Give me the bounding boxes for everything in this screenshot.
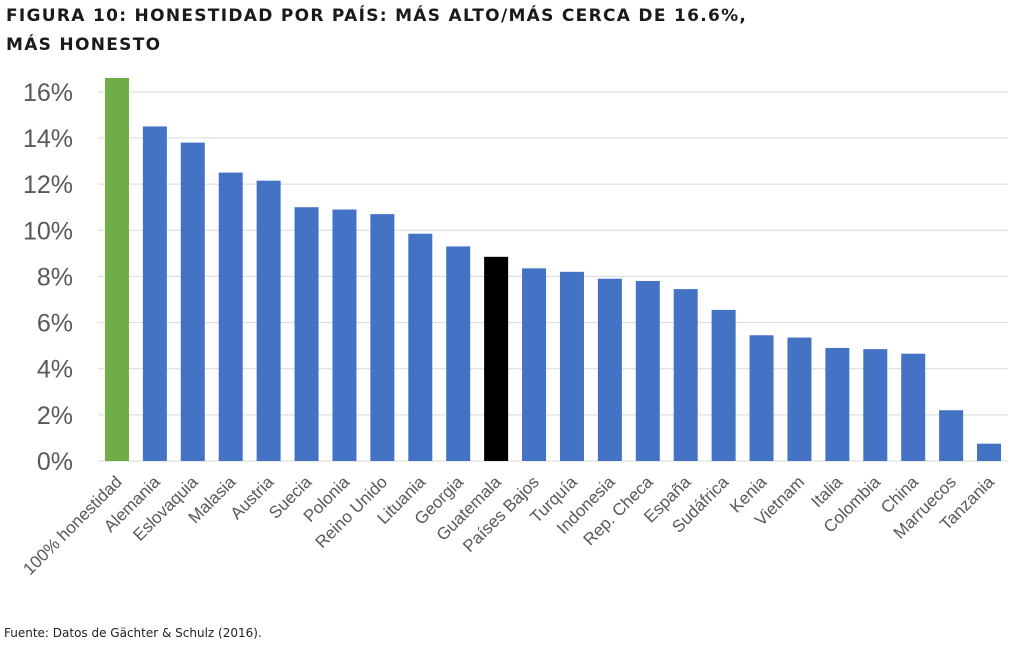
bar <box>142 126 167 461</box>
bar <box>825 347 850 461</box>
bar <box>901 353 926 461</box>
bar <box>977 443 1002 461</box>
bar <box>673 289 698 461</box>
chart-title: FIGURA 10: HONESTIDAD POR PAÍS: MÁS ALTO… <box>6 6 748 55</box>
bar <box>939 410 964 461</box>
bar <box>446 246 471 461</box>
y-tick-label: 12% <box>23 171 73 199</box>
bar <box>332 209 357 461</box>
bar <box>408 233 433 461</box>
x-tick-label: Austria <box>227 472 278 523</box>
bar <box>256 180 281 461</box>
y-tick-label: 14% <box>23 125 73 153</box>
bar <box>559 271 584 461</box>
bars <box>104 78 1002 462</box>
y-tick-label: 6% <box>37 310 73 338</box>
bar <box>218 172 243 462</box>
bar <box>484 256 509 461</box>
bar <box>597 278 622 461</box>
x-axis-labels: 100% honestidadAlemaniaEslovaquiaMalasia… <box>19 472 998 579</box>
bar <box>104 78 129 461</box>
bar <box>294 207 319 461</box>
bar <box>180 142 205 461</box>
y-tick-label: 0% <box>37 448 73 476</box>
bar <box>749 335 774 461</box>
y-tick-label: 16% <box>23 79 73 107</box>
y-tick-label: 4% <box>37 356 73 384</box>
bar <box>522 268 547 461</box>
gridlines <box>98 91 1008 462</box>
bar <box>635 281 660 461</box>
bar <box>863 349 888 461</box>
y-tick-label: 8% <box>37 263 73 291</box>
source-note: Fuente: Datos de Gächter & Schulz (2016)… <box>4 626 262 640</box>
y-tick-label: 10% <box>23 217 73 245</box>
bar <box>787 337 812 461</box>
bar <box>370 214 395 461</box>
bar <box>711 309 736 461</box>
y-axis-ticks: 0% 2% 4% 6% 8% 10% 12% 14% 16% <box>23 79 73 476</box>
y-tick-label: 2% <box>37 402 73 430</box>
